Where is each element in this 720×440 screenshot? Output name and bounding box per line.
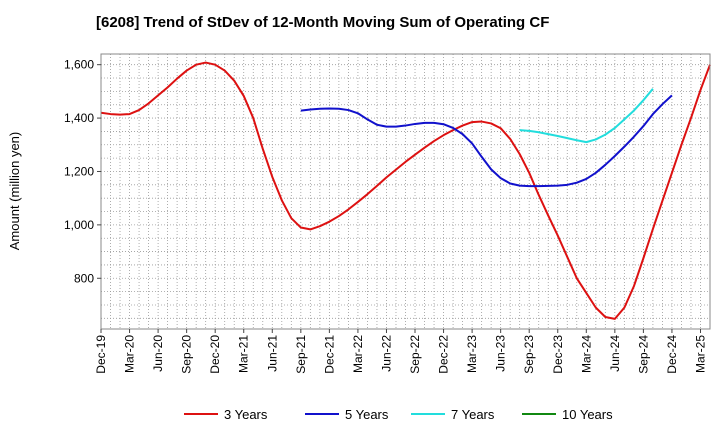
x-tick-label: Jun-21 [265,335,279,372]
x-tick-labels: Dec-19 Mar-20 Jun-20 Sep-20 Dec-20 Mar-21 Jun-… [94,329,707,374]
plot-area-frame [100,53,711,330]
legend-item-3-years: 3 Years [184,407,268,422]
legend-item-5-years: 5 Years [305,407,389,422]
y-tick-label: 1,600 [64,58,94,72]
x-tick-label: Jun-24 [608,335,622,372]
x-tick-label: Dec-19 [94,335,108,374]
legend-item-7-years: 7 Years [411,407,495,422]
y-tick-label: 1,400 [64,111,94,125]
x-tick-label: Dec-20 [208,335,222,374]
x-tick-label: Mar-21 [237,335,251,373]
legend-label: 7 Years [451,407,495,422]
series-line-3-years [100,61,711,320]
legend-label: 5 Years [345,407,389,422]
x-tick-label: Dec-21 [322,335,336,374]
y-axis-label: Amount (million yen) [7,132,22,251]
x-tick-label: Sep-21 [294,335,308,374]
y-tick-labels: 800 1,000 1,200 1,400 1,600 [64,58,101,285]
x-tick-label: Mar-23 [465,335,479,373]
chart-title: [6208] Trend of StDev of 12-Month Moving… [96,14,550,31]
x-tick-label: Mar-25 [693,335,707,373]
x-tick-label: Mar-22 [351,335,365,373]
x-tick-label: Dec-22 [437,335,451,374]
legend-item-10-years: 10 Years [522,407,613,422]
series-line-7-years [519,88,654,144]
series-line-5-years [300,94,673,188]
x-tick-label: Dec-23 [551,335,565,374]
x-tick-label: Jun-20 [151,335,165,372]
x-tick-label: Mar-20 [123,335,137,373]
x-tick-label: Mar-24 [579,335,593,373]
x-tick-label: Sep-22 [408,335,422,374]
x-tick-label: Sep-23 [522,335,536,374]
x-tick-label: Dec-24 [665,335,679,374]
series-layer [100,61,711,320]
legend: 3 Years 5 Years 7 Years 10 Years [184,407,613,422]
x-tick-label: Jun-23 [494,335,508,372]
x-tick-label: Sep-20 [180,335,194,374]
y-tick-label: 1,200 [64,164,94,178]
y-tick-label: 800 [74,271,94,285]
legend-label: 10 Years [562,407,613,422]
x-tick-label: Sep-24 [636,335,650,374]
plot-area-background [101,54,710,329]
y-tick-label: 1,000 [64,218,94,232]
x-tick-label: Jun-22 [379,335,393,372]
legend-label: 3 Years [224,407,268,422]
